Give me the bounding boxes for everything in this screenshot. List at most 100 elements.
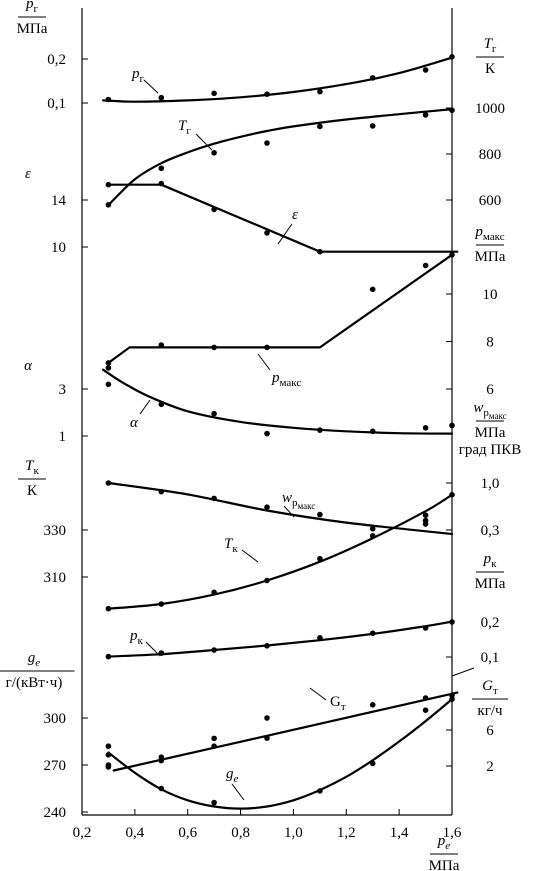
series-label-pk: pк <box>129 628 144 647</box>
data-point-eps <box>264 230 270 236</box>
data-point-wpmax <box>422 512 429 518</box>
data-point-Tg <box>449 107 455 114</box>
data-point-ge <box>105 762 112 768</box>
x-tick-label: 0,4 <box>125 825 144 841</box>
left-axis-label-pg: pг МПа <box>17 0 48 37</box>
data-point-eps <box>158 180 165 187</box>
right-tick-label-Gt: 6 <box>486 723 494 739</box>
data-point-alpha <box>211 410 217 417</box>
data-point-alpha <box>264 430 270 437</box>
leader-line-ge <box>231 783 245 801</box>
data-point-eps <box>317 248 323 255</box>
data-point-ge <box>422 707 429 713</box>
series-points <box>105 54 455 806</box>
left-axis-label-ge-unit: г/(кВт·ч) <box>6 675 63 691</box>
series-line-pk <box>107 620 454 658</box>
data-point-alpha <box>317 427 323 433</box>
data-point-wpmax <box>369 525 376 532</box>
left-tick-label-pg: 0,2 <box>47 52 66 68</box>
data-point-pmax <box>211 344 217 351</box>
data-point-alpha <box>369 428 376 435</box>
right-axis-label-wpmax-unit: МПа <box>475 425 506 441</box>
series-line-Gt <box>112 691 459 772</box>
data-point-wpmax <box>264 504 270 511</box>
data-point-wpmax <box>211 495 217 502</box>
series-line-ge <box>107 698 454 810</box>
right-tick-label-pk: 0,1 <box>481 650 500 666</box>
data-point-Tk <box>158 601 165 607</box>
data-point-Tg <box>264 140 270 146</box>
left-tick-label-ge: 270 <box>44 758 67 774</box>
data-point-pk <box>422 625 429 631</box>
data-point-Tg <box>317 123 323 130</box>
series-line-wpmax <box>107 481 454 536</box>
data-point-pmax <box>105 360 112 366</box>
data-point-alpha <box>105 381 112 388</box>
data-point-pmax <box>369 286 376 293</box>
series-label-Tk: Tк <box>224 536 238 555</box>
data-point-pk <box>211 647 217 653</box>
data-point-Gt <box>211 743 217 749</box>
left-axis-label-ge: ge г/(кВт·ч) <box>0 650 75 691</box>
series-label-alpha: α <box>130 415 139 431</box>
right-tick-label-pk: 0,2 <box>481 615 500 631</box>
leader-line-alpha <box>139 399 151 415</box>
right-axis-label-pmax-unit: МПа <box>475 249 506 265</box>
data-point-Tk <box>317 555 323 562</box>
right-axis-label-wpmax-symbol: wpмакс <box>473 400 506 421</box>
data-point-alpha <box>158 401 165 408</box>
left-tick-label-eps: 10 <box>51 240 66 256</box>
left-tick-label-ge: 300 <box>44 711 67 727</box>
series-curves <box>102 56 459 810</box>
x-axis-label-symbol: pe <box>437 833 451 852</box>
data-point-alpha <box>105 365 112 371</box>
data-point-pg <box>449 54 455 60</box>
right-tick-label-Tg: 1000 <box>475 101 505 117</box>
leader-line-pmax <box>257 353 271 371</box>
data-point-pk <box>264 643 270 649</box>
data-point-pmax <box>422 262 429 269</box>
right-tick-label-wpmax: 0,3 <box>481 523 500 539</box>
data-point-Tk <box>211 589 217 596</box>
left-axis-label-eps: ε <box>25 166 31 182</box>
axis-ticks <box>81 58 453 815</box>
data-point-ge <box>369 760 376 767</box>
left-tick-label-Tk: 330 <box>44 523 67 539</box>
data-point-ge <box>105 743 112 749</box>
data-point-Tk <box>422 517 429 524</box>
data-point-pk <box>449 619 455 625</box>
data-point-pg <box>105 96 112 103</box>
right-tick-label-pmax: 8 <box>486 335 494 351</box>
x-axis-label: pe МПа <box>429 833 460 871</box>
leader-line-Gt-axis <box>451 667 475 677</box>
left-axis-label-Tk-unit: К <box>27 483 38 499</box>
left-tick-label-ge: 240 <box>44 805 67 821</box>
left-tick-label-pg: 0,1 <box>47 96 66 112</box>
data-point-Tg <box>369 123 376 129</box>
right-tick-label-wpmax: 1,0 <box>481 476 500 492</box>
right-axis-label-pk: pк МПа <box>475 551 506 592</box>
right-tick-label-Tg: 800 <box>479 147 502 163</box>
x-tick-label: 0,8 <box>231 825 250 841</box>
left-tick-label-alpha: 1 <box>59 429 67 445</box>
data-point-pk <box>369 630 376 636</box>
series-line-alpha <box>102 368 454 435</box>
data-point-alpha <box>449 422 455 429</box>
series-label-Gt: Gт <box>330 694 346 713</box>
data-point-Tg <box>422 112 429 118</box>
data-point-Tk <box>449 492 455 498</box>
right-axis-label-Tg-symbol: Tг <box>484 36 497 55</box>
data-point-ge <box>158 785 165 792</box>
data-point-pmax <box>449 252 455 258</box>
x-tick-label: 0,6 <box>178 825 197 841</box>
left-axis-label-pg-unit: МПа <box>17 21 48 37</box>
right-tick-label-Tg: 600 <box>479 193 502 209</box>
data-point-Tg <box>158 165 165 172</box>
data-point-Tg <box>211 150 217 156</box>
right-axis-label-Tg-unit: К <box>485 61 496 77</box>
data-point-wpmax <box>105 480 112 486</box>
series-line-pg <box>102 56 454 103</box>
data-point-ge <box>317 788 323 794</box>
